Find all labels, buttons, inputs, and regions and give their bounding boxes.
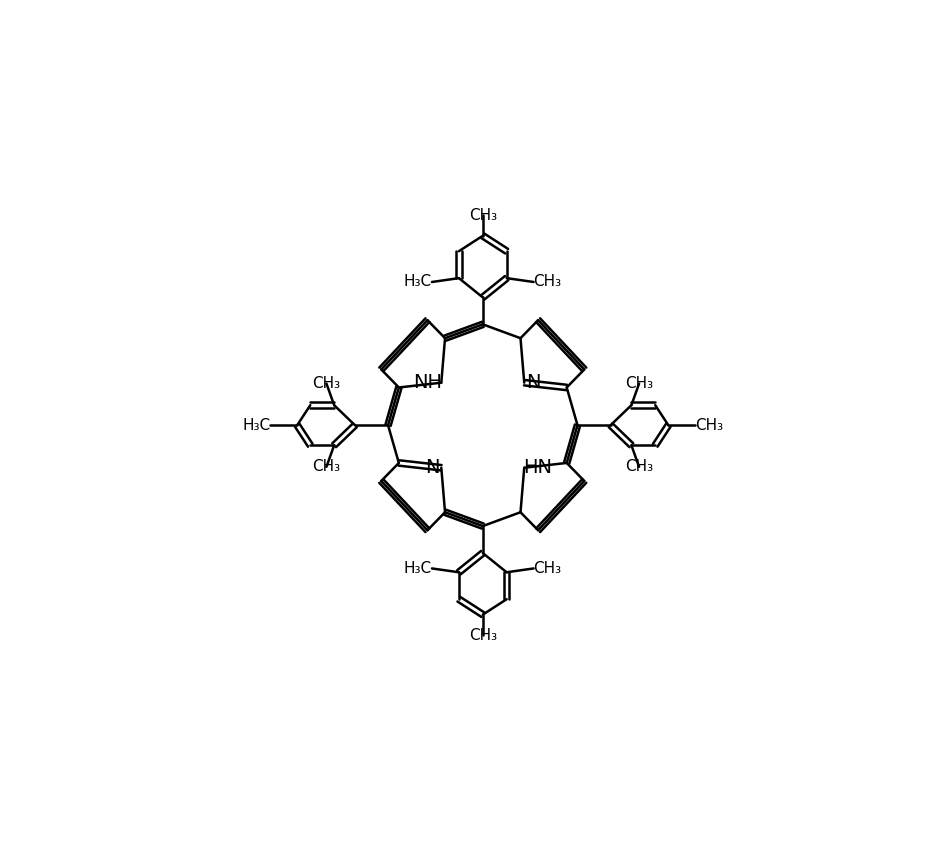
Text: CH₃: CH₃ bbox=[313, 459, 340, 474]
Text: CH₃: CH₃ bbox=[469, 628, 496, 643]
Text: H₃C: H₃C bbox=[404, 274, 432, 290]
Text: CH₃: CH₃ bbox=[695, 418, 723, 433]
Text: CH₃: CH₃ bbox=[625, 376, 653, 392]
Text: CH₃: CH₃ bbox=[469, 207, 496, 222]
Text: HN: HN bbox=[524, 458, 553, 477]
Text: N: N bbox=[527, 373, 541, 392]
Text: H₃C: H₃C bbox=[242, 418, 270, 433]
Text: NH: NH bbox=[413, 373, 442, 392]
Text: CH₃: CH₃ bbox=[313, 376, 340, 392]
Text: CH₃: CH₃ bbox=[533, 274, 561, 290]
Text: CH₃: CH₃ bbox=[533, 561, 561, 576]
Text: CH₃: CH₃ bbox=[625, 459, 653, 474]
Text: N: N bbox=[425, 458, 439, 477]
Text: H₃C: H₃C bbox=[404, 561, 432, 576]
